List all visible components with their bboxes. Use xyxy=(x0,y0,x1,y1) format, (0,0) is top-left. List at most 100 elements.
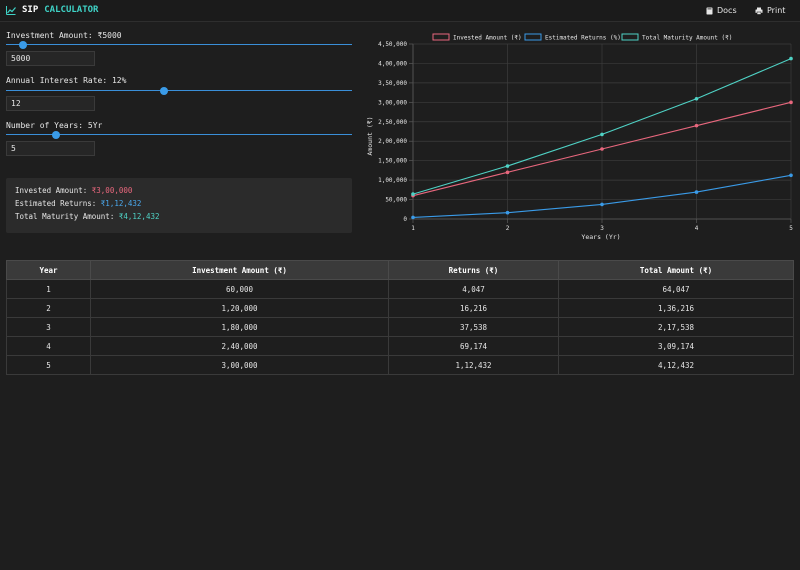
data-point xyxy=(505,210,510,215)
interest-rate-input[interactable]: 12 xyxy=(6,96,95,111)
cell-returns: 16,216 xyxy=(388,298,559,318)
legend-swatch xyxy=(621,33,639,41)
summary-panel: Invested Amount: ₹3,00,000 Estimated Ret… xyxy=(6,178,352,233)
investment-slider-thumb[interactable] xyxy=(19,40,28,49)
data-point xyxy=(600,132,604,137)
legend-swatch xyxy=(432,33,450,41)
years-slider[interactable] xyxy=(6,130,352,139)
invested-summary-label: Invested Amount: xyxy=(15,186,88,195)
legend-label: Estimated Returns (%) xyxy=(545,35,621,42)
chart-line-icon xyxy=(6,5,16,15)
cell-investment: 2,40,000 xyxy=(90,336,389,356)
cell-year: 3 xyxy=(6,317,91,337)
cell-total: 1,36,216 xyxy=(558,298,794,318)
x-tick-label: 3 xyxy=(600,225,604,232)
table-row: 5 3,00,000 1,12,432 4,12,432 xyxy=(6,355,794,375)
growth-line-chart: Invested Amount (₹) Estimated Returns (%)… xyxy=(366,33,793,241)
invested-summary-value: ₹3,00,000 xyxy=(91,186,133,195)
top-bar: SIP CALCULATOR Docs Print xyxy=(0,0,800,22)
legend-item[interactable]: Total Maturity Amount (₹) xyxy=(621,33,732,42)
y-tick-label: 1,00,000 xyxy=(378,177,407,184)
returns-summary-value: ₹1,12,432 xyxy=(100,199,142,208)
legend-swatch xyxy=(524,33,542,41)
x-tick-label: 1 xyxy=(411,225,415,232)
x-axis-label: Years (Yr) xyxy=(581,233,620,241)
maturity-summary: Total Maturity Amount: ₹4,12,432 xyxy=(15,212,160,221)
investment-input[interactable]: 5000 xyxy=(6,51,95,66)
y-tick-label: 50,000 xyxy=(385,197,407,204)
interest-rate-label: Annual Interest Rate: 12% xyxy=(6,76,127,85)
printer-icon xyxy=(755,7,763,15)
chart-legend[interactable]: Invested Amount (₹) Estimated Returns (%)… xyxy=(432,33,732,42)
table-row: 3 1,80,000 37,538 2,17,538 xyxy=(6,317,794,337)
book-icon xyxy=(706,7,713,14)
data-point xyxy=(505,164,510,168)
data-point xyxy=(789,173,793,178)
data-point xyxy=(411,192,415,196)
interest-rate-slider-thumb[interactable] xyxy=(160,86,169,95)
investment-slider[interactable] xyxy=(6,40,352,49)
cell-returns: 4,047 xyxy=(388,279,559,299)
brand[interactable]: SIP CALCULATOR xyxy=(6,5,98,15)
y-tick-label: 4,00,000 xyxy=(378,60,407,67)
cell-year: 5 xyxy=(6,355,91,375)
x-tick-label: 2 xyxy=(506,225,510,232)
y-tick-label: 1,50,000 xyxy=(378,158,407,165)
x-tick-label: 4 xyxy=(695,225,699,232)
brand-title-part2: CALCULATOR xyxy=(44,5,99,15)
data-point xyxy=(789,56,793,61)
chart-grid xyxy=(409,43,792,223)
returns-summary-label: Estimated Returns: xyxy=(15,199,97,208)
table-row: 1 60,000 4,047 64,047 xyxy=(6,279,794,299)
legend-item[interactable]: Estimated Returns (%) xyxy=(524,33,621,42)
x-axis-ticks: 1 2 3 4 5 xyxy=(411,225,793,232)
cell-returns: 1,12,432 xyxy=(388,355,559,375)
header-investment: Investment Amount (₹) xyxy=(90,260,389,280)
years-label: Number of Years: 5Yr xyxy=(6,121,103,130)
table-row: 4 2,40,000 69,174 3,09,174 xyxy=(6,336,794,356)
cell-year: 1 xyxy=(6,279,91,299)
data-point xyxy=(694,190,699,194)
y-tick-label: 2,00,000 xyxy=(378,138,407,145)
data-point xyxy=(505,170,510,175)
data-point xyxy=(789,100,793,105)
y-tick-label: 2,50,000 xyxy=(378,119,407,126)
header-total: Total Amount (₹) xyxy=(558,260,794,280)
x-tick-label: 5 xyxy=(789,225,793,232)
data-point xyxy=(411,215,415,220)
cell-investment: 1,80,000 xyxy=(90,317,389,337)
cell-investment: 3,00,000 xyxy=(90,355,389,375)
investment-label: Investment Amount: ₹5000 xyxy=(6,31,122,40)
cell-total: 4,12,432 xyxy=(558,355,794,375)
cell-investment: 60,000 xyxy=(90,279,389,299)
legend-item[interactable]: Invested Amount (₹) xyxy=(432,33,522,42)
data-point xyxy=(600,147,604,151)
y-tick-label: 0 xyxy=(403,216,407,223)
years-slider-thumb[interactable] xyxy=(52,130,61,139)
years-input[interactable]: 5 xyxy=(6,141,95,156)
brand-title-part1: SIP xyxy=(22,5,39,15)
maturity-summary-label: Total Maturity Amount: xyxy=(15,212,115,221)
data-point xyxy=(694,96,699,101)
y-axis-ticks: 0 50,000 1,00,000 1,50,000 2,00,000 2,50,000 3… xyxy=(378,41,407,223)
docs-link[interactable]: Docs xyxy=(706,6,737,15)
table-row: 2 1,20,000 16,216 1,36,216 xyxy=(6,298,794,318)
invested-summary: Invested Amount: ₹3,00,000 xyxy=(15,186,132,195)
maturity-summary-value: ₹4,12,432 xyxy=(118,212,160,221)
cell-year: 2 xyxy=(6,298,91,318)
legend-label: Total Maturity Amount (₹) xyxy=(642,35,732,42)
cell-returns: 69,174 xyxy=(388,336,559,356)
print-label: Print xyxy=(767,6,786,15)
cell-returns: 37,538 xyxy=(388,317,559,337)
header-returns: Returns (₹) xyxy=(388,260,559,280)
returns-summary: Estimated Returns: ₹1,12,432 xyxy=(15,199,141,208)
print-link[interactable]: Print xyxy=(755,6,785,15)
interest-rate-slider[interactable] xyxy=(6,86,352,95)
y-tick-label: 3,00,000 xyxy=(378,99,407,106)
y-axis-label: Amount (₹) xyxy=(366,116,374,155)
yearly-breakdown-table: Year Investment Amount (₹) Returns (₹) T… xyxy=(6,260,794,375)
cell-total: 2,17,538 xyxy=(558,317,794,337)
table-header-row: Year Investment Amount (₹) Returns (₹) T… xyxy=(6,260,794,280)
y-tick-label: 4,50,000 xyxy=(378,41,407,48)
cell-year: 4 xyxy=(6,336,91,356)
